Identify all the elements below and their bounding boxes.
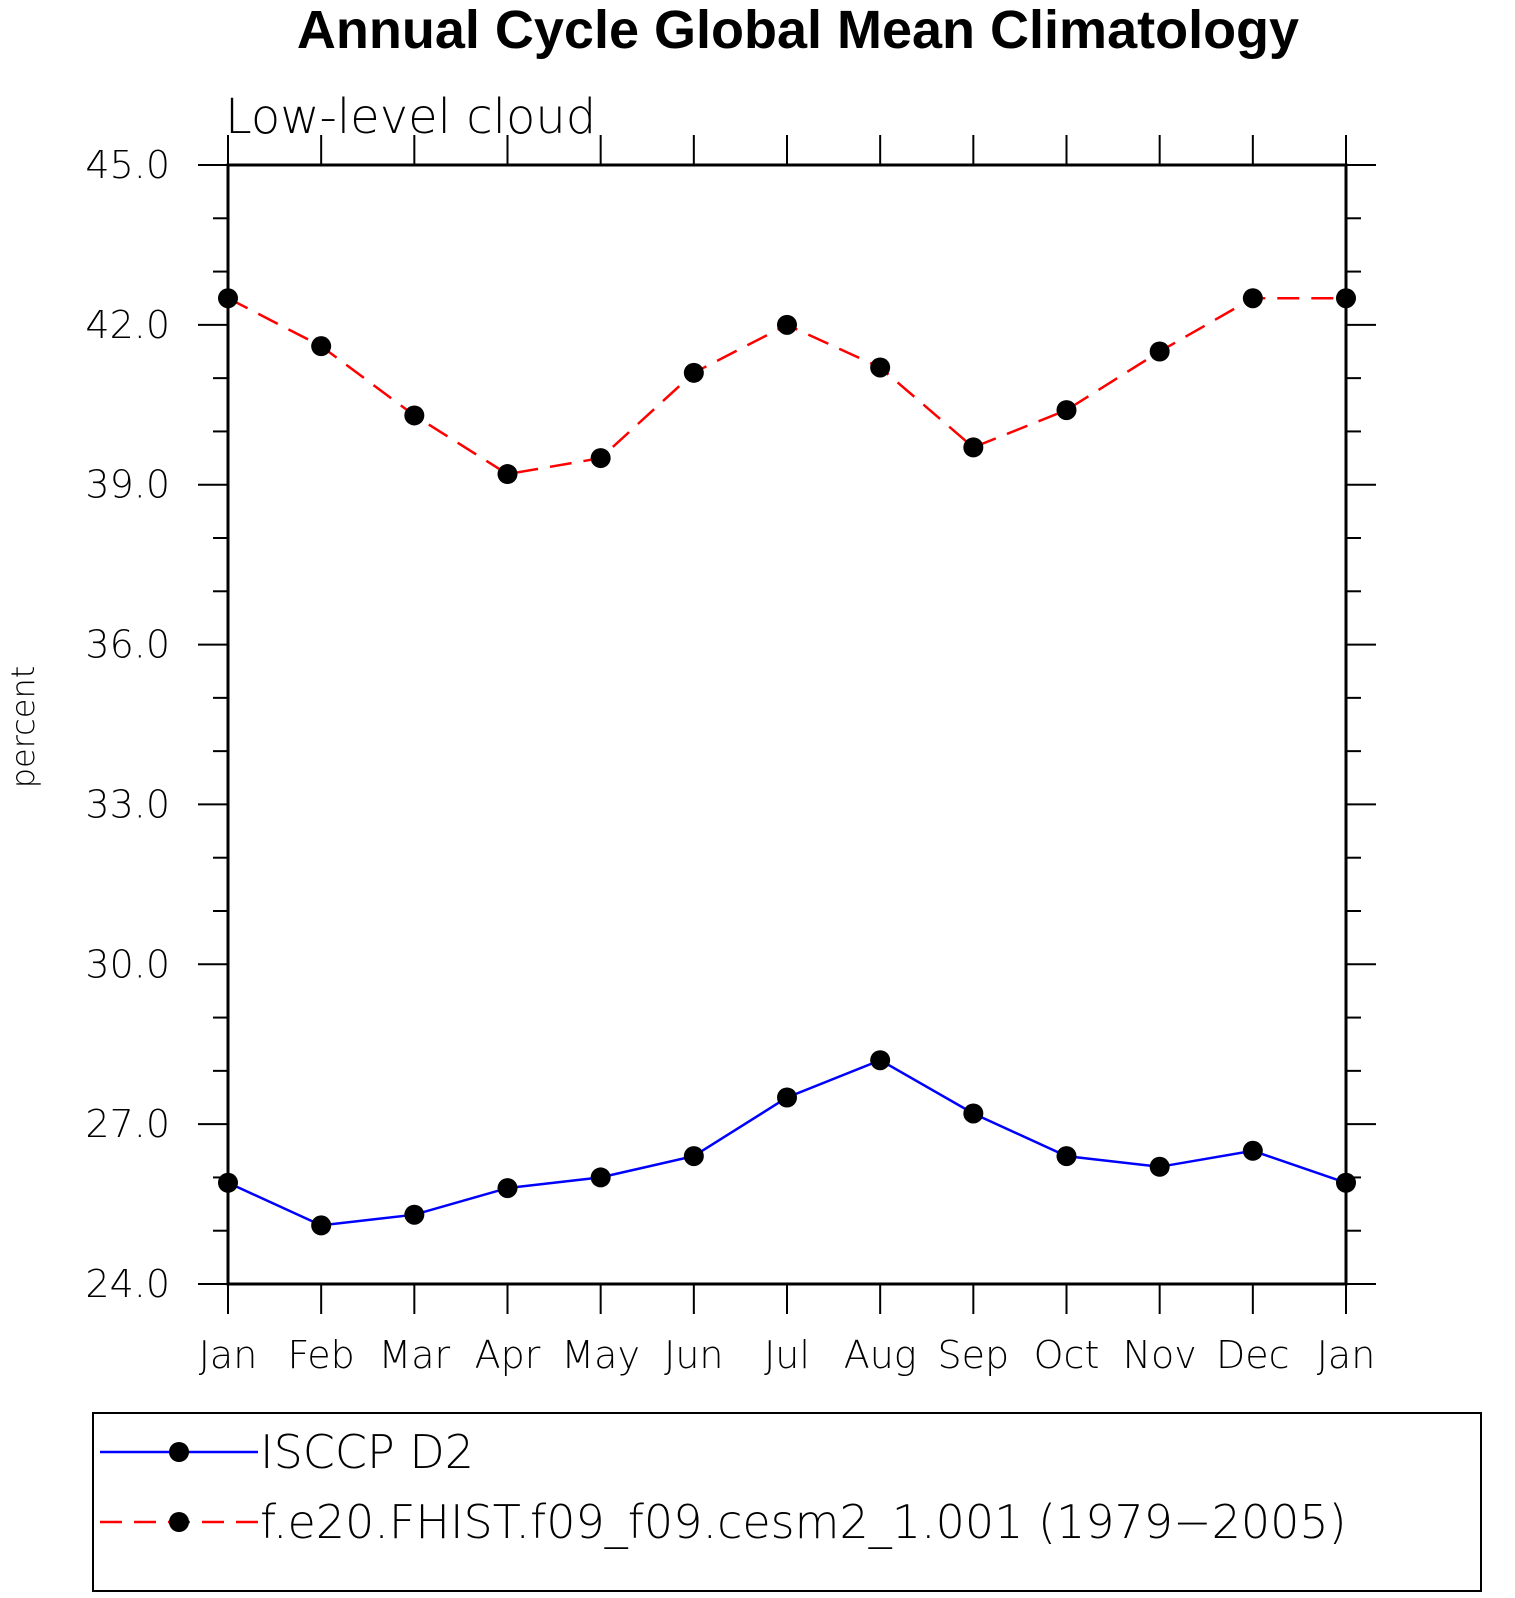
legend: ISCCP D2 f.e20.FHIST.f09_f09.cesm2_1.001 … — [100, 1425, 1347, 1549]
data-point-series-2 — [963, 437, 984, 458]
data-point-series-2 — [1056, 400, 1077, 421]
data-point-series-1 — [777, 1087, 797, 1108]
data-point-series-2 — [683, 362, 704, 383]
x-tick-label: Sep — [938, 1333, 1010, 1377]
data-point-series-2 — [311, 336, 332, 357]
series-points — [218, 288, 1356, 1236]
data-point-series-2 — [1149, 341, 1170, 362]
data-point-series-1 — [497, 1178, 518, 1199]
y-tick-label: 27.0 — [85, 1102, 170, 1146]
x-tick-labels: Jan Feb Mar Apr May Jun Jul Aug Sep Oct Nov Dec Jan — [199, 1333, 1376, 1377]
data-point-series-1 — [1336, 1172, 1356, 1193]
data-point-series-1 — [218, 1172, 238, 1193]
chart-subtitle: Low-level cloud — [225, 89, 596, 145]
data-point-series-2 — [777, 314, 797, 335]
y-tick-label: 24.0 — [85, 1262, 170, 1306]
y-tick-label: 42.0 — [85, 303, 170, 347]
data-point-series-2 — [1336, 288, 1356, 309]
series-lines — [227, 296, 1347, 1227]
data-point-series-1 — [311, 1215, 332, 1236]
legend-label-2: f.e20.FHIST.f09_f09.cesm2_1.001 (1979−20… — [260, 1495, 1347, 1549]
legend-marker-2 — [169, 1512, 189, 1532]
x-tick-label: Jun — [664, 1333, 723, 1377]
y-tick-labels: 24.0 27.0 30.0 33.0 36.0 39.0 42.0 45.0 — [85, 143, 170, 1306]
x-tick-label: Nov — [1123, 1333, 1197, 1377]
data-point-series-2 — [590, 448, 611, 469]
data-point-series-1 — [683, 1146, 704, 1167]
data-point-series-1 — [1242, 1140, 1263, 1161]
y-tick-label: 30.0 — [85, 942, 170, 986]
data-point-series-2 — [404, 405, 425, 426]
data-point-series-1 — [404, 1204, 425, 1225]
data-point-series-1 — [1149, 1156, 1170, 1177]
plot-axes — [198, 135, 1376, 1314]
chart-title: Annual Cycle Global Mean Climatology — [297, 0, 1299, 60]
y-axis-label: percent — [4, 666, 42, 789]
x-tick-label: Feb — [288, 1333, 355, 1377]
data-point-series-2 — [218, 288, 238, 309]
legend-label-1: ISCCP D2 — [260, 1425, 474, 1479]
x-tick-label: Jul — [764, 1333, 810, 1377]
x-tick-label: May — [561, 1333, 640, 1377]
data-point-series-2 — [497, 464, 518, 485]
x-tick-label: Jan — [1317, 1333, 1376, 1377]
legend-marker-1 — [169, 1442, 189, 1462]
series-line-1 — [227, 1058, 1347, 1227]
y-tick-label: 33.0 — [85, 782, 170, 826]
x-tick-label: Mar — [378, 1333, 450, 1377]
x-tick-label: Dec — [1216, 1333, 1290, 1377]
x-tick-label: Jan — [199, 1333, 258, 1377]
data-point-series-1 — [963, 1103, 984, 1124]
y-tick-label: 39.0 — [85, 463, 170, 507]
data-point-series-1 — [870, 1050, 891, 1071]
data-point-series-2 — [870, 357, 891, 378]
data-point-series-1 — [590, 1167, 611, 1188]
x-tick-label: Aug — [844, 1333, 917, 1377]
legend-box — [92, 1412, 1482, 1592]
x-tick-label: Apr — [475, 1333, 541, 1377]
x-tick-label: Oct — [1034, 1333, 1100, 1377]
y-tick-label: 45.0 — [85, 143, 170, 187]
data-point-series-2 — [1242, 288, 1263, 309]
y-tick-label: 36.0 — [85, 623, 170, 667]
data-point-series-1 — [1056, 1146, 1077, 1167]
